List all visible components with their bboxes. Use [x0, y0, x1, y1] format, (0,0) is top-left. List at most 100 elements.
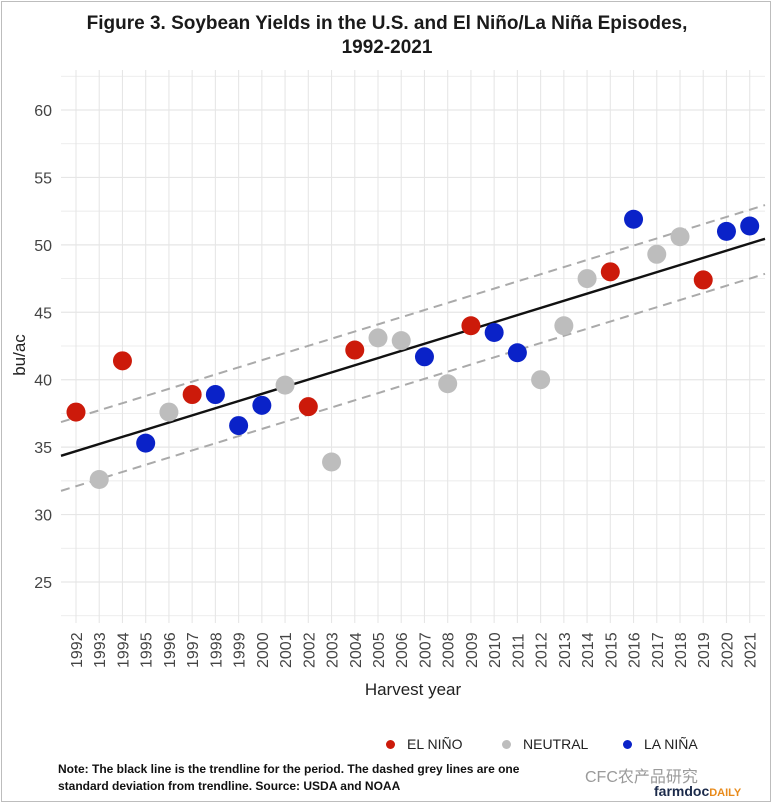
brand-name: farmdoc [654, 783, 710, 799]
data-point-neutral [368, 328, 388, 348]
data-point-neutral [438, 374, 458, 394]
data-point-neutral [554, 316, 574, 336]
brand-suffix: DAILY [709, 787, 742, 799]
chart-title-line-1: Figure 3. Soybean Yields in the U.S. and… [86, 13, 688, 34]
chart-title-line-2: 1992-2021 [341, 37, 433, 58]
x-axis-label: Harvest year [365, 680, 462, 699]
data-point-la-nina [229, 416, 249, 436]
x-tick-label: 2002 [301, 632, 318, 668]
y-tick-label: 25 [34, 575, 52, 592]
data-point-el-nino [298, 397, 318, 417]
x-tick-label: 2007 [417, 632, 434, 668]
x-tick-label: 2018 [673, 632, 690, 668]
y-tick-label: 40 [34, 373, 52, 390]
trendline-line [60, 237, 766, 457]
data-point-el-nino [66, 402, 86, 422]
data-points [66, 209, 760, 490]
x-tick-label: 1998 [208, 632, 225, 668]
x-tick-label: 2011 [510, 633, 527, 668]
x-axis-ticks: 1992 1993 1994 1995 1996 1997 1998 1999 2000 2001… [69, 632, 760, 668]
legend-item-la-nina: LA NIÑA [623, 733, 698, 755]
x-tick-label: 2004 [348, 632, 365, 668]
x-tick-label: 2008 [441, 632, 458, 668]
legend-label-el-nino: EL NIÑO [407, 736, 463, 752]
data-point-el-nino [182, 385, 202, 405]
note-line-1: Note: The black line is the trendline fo… [58, 762, 520, 776]
x-tick-label: 2014 [580, 632, 597, 668]
data-point-la-nina [414, 347, 434, 367]
x-tick-label: 2017 [650, 632, 667, 668]
data-point-la-nina [136, 433, 156, 453]
y-axis-label: bu/ac [10, 334, 29, 376]
data-point-neutral [391, 331, 411, 351]
watermark-text: CFC农产品研究 [585, 769, 698, 786]
x-tick-label: 2003 [325, 632, 342, 668]
band-upper-line [60, 204, 766, 424]
brand-logo: farmdocDAILY [654, 783, 741, 799]
x-tick-label: 1997 [185, 632, 202, 668]
legend-label-la-nina: LA NIÑA [644, 736, 698, 752]
x-tick-label: 2006 [394, 632, 411, 668]
legend-item-el-nino: EL NIÑO [386, 733, 463, 755]
legend-dot-el-nino [386, 739, 395, 749]
x-tick-label: 1993 [92, 632, 109, 668]
data-point-neutral [275, 375, 295, 395]
data-point-la-nina [624, 209, 644, 229]
data-point-el-nino [693, 270, 713, 290]
std-dev-bands [60, 204, 766, 492]
data-point-la-nina [252, 395, 272, 415]
data-point-neutral [577, 269, 597, 289]
data-point-neutral [159, 402, 179, 422]
x-tick-label: 2001 [278, 632, 295, 668]
grid-lines [61, 70, 765, 623]
legend-dot-neutral [502, 739, 511, 749]
data-point-neutral [322, 452, 342, 472]
x-tick-label: 2013 [557, 632, 574, 668]
chart-note: Note: The black line is the trendline fo… [58, 761, 578, 795]
y-tick-label: 30 [34, 508, 52, 525]
x-tick-label: 2000 [255, 632, 272, 668]
data-point-la-nina [740, 216, 760, 236]
x-tick-label: 2020 [719, 632, 736, 668]
x-tick-label: 2010 [487, 632, 504, 668]
legend-dot-la-nina [623, 739, 632, 749]
y-tick-label: 60 [34, 103, 52, 120]
data-point-el-nino [112, 351, 132, 371]
x-tick-label: 2005 [371, 632, 388, 668]
x-tick-label: 2012 [534, 632, 551, 668]
x-tick-label: 1999 [232, 632, 249, 668]
x-tick-label: 1992 [69, 632, 86, 668]
data-point-el-nino [345, 340, 365, 360]
x-tick-label: 2015 [603, 632, 620, 668]
x-tick-label: 2021 [743, 632, 760, 668]
legend-label-neutral: NEUTRAL [523, 736, 589, 752]
y-tick-label: 55 [34, 170, 52, 187]
data-point-neutral [89, 470, 109, 490]
data-point-neutral [531, 370, 551, 390]
x-tick-label: 1994 [115, 632, 132, 668]
band-lower-line [60, 272, 766, 492]
legend: EL NIÑO NEUTRAL LA NIÑA [0, 733, 774, 755]
data-point-la-nina [507, 343, 527, 363]
x-tick-label: 2009 [464, 632, 481, 668]
data-point-la-nina [716, 221, 736, 241]
note-line-2: standard deviation from trendline. Sourc… [58, 779, 401, 793]
y-tick-label: 35 [34, 440, 52, 457]
data-point-neutral [647, 244, 667, 264]
y-tick-label: 45 [34, 305, 52, 322]
chart-title: Figure 3. Soybean Yields in the U.S. and… [0, 12, 774, 60]
x-tick-label: 1995 [139, 632, 156, 668]
x-tick-label: 2016 [627, 632, 644, 668]
y-tick-label: 50 [34, 238, 52, 255]
x-tick-label: 2019 [696, 632, 713, 668]
data-point-el-nino [600, 262, 620, 282]
data-point-la-nina [205, 385, 225, 405]
data-point-el-nino [461, 316, 481, 336]
data-point-la-nina [484, 323, 504, 343]
data-point-neutral [670, 227, 690, 247]
y-axis-ticks: 25 30 35 40 45 50 55 60 [34, 103, 52, 592]
legend-item-neutral: NEUTRAL [502, 733, 588, 755]
trendline [60, 237, 766, 457]
